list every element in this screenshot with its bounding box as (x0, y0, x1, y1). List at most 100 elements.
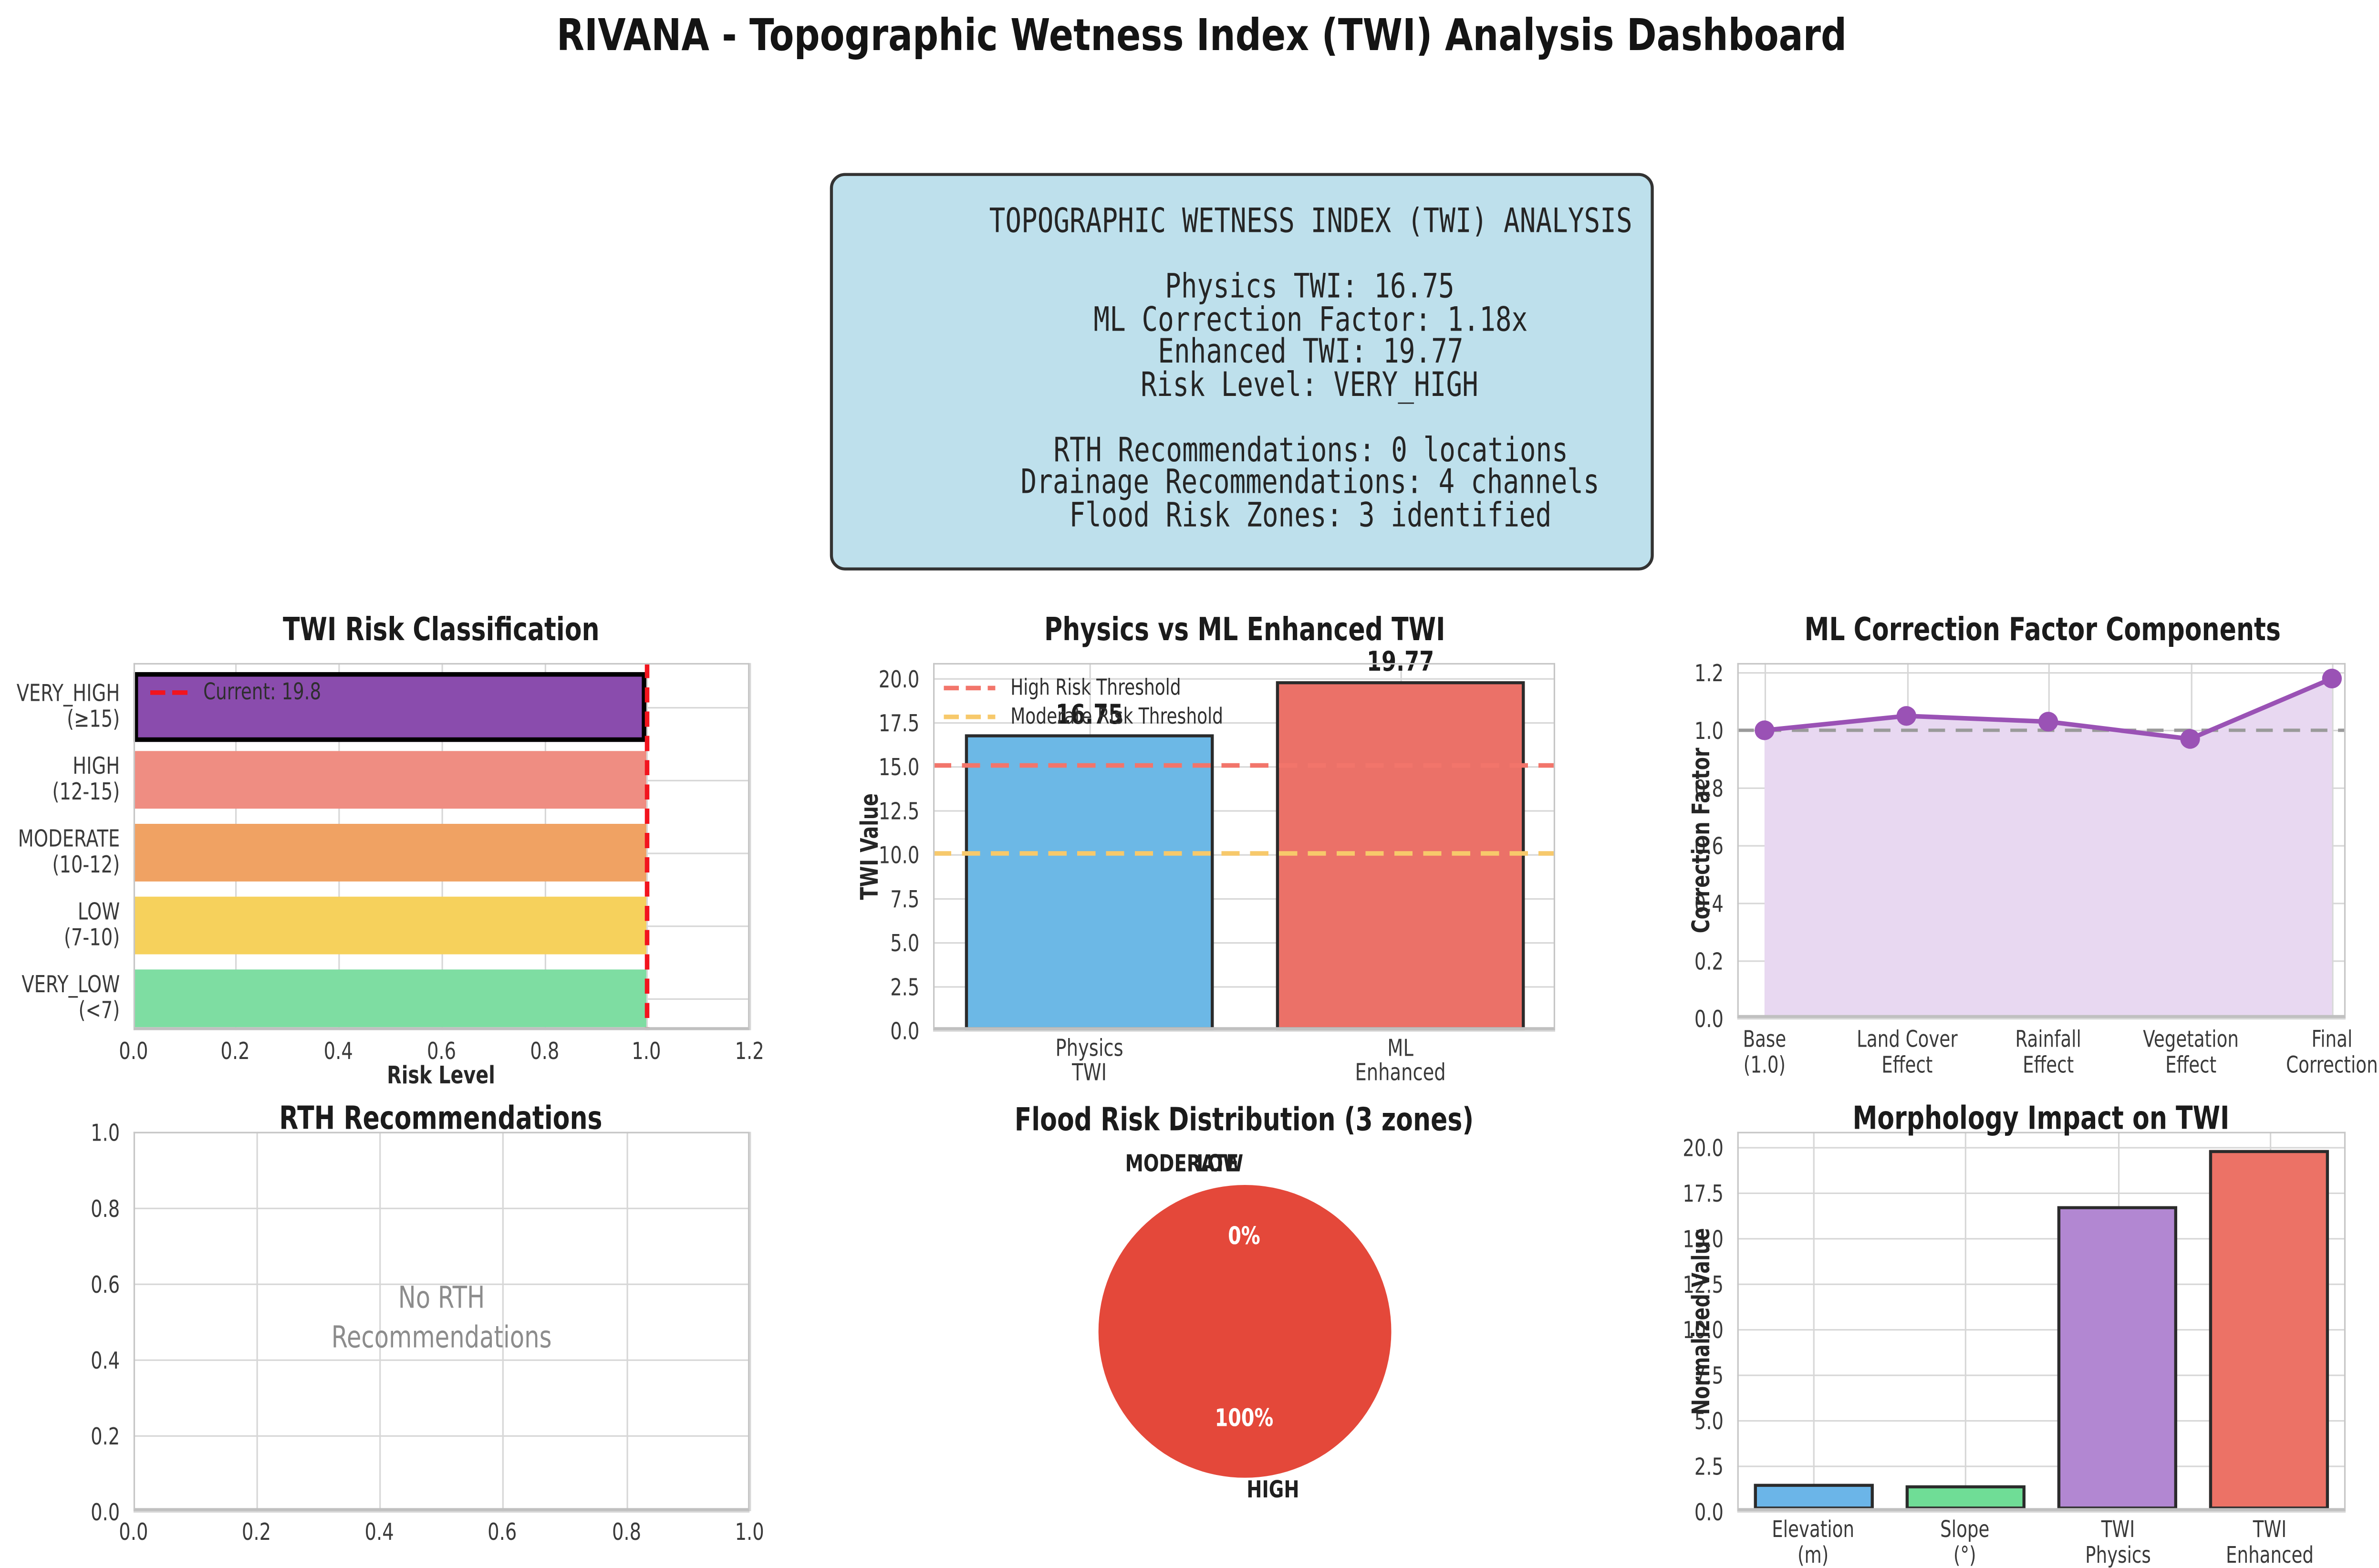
gridline (933, 942, 1556, 944)
gridline (1737, 1192, 2346, 1194)
gridline (1737, 1146, 2346, 1148)
x-tick-label: Elevation (m) (1772, 1516, 1855, 1568)
pie-pct-moderate: 0% (1228, 1221, 1260, 1250)
x-tick-label: Rainfall Effect (2015, 1026, 2081, 1078)
y-tick-label: 15.0 (878, 753, 920, 781)
y-tick-label: 5.0 (890, 930, 920, 957)
dashed-line-icon (944, 685, 996, 691)
legend-item-high-threshold: High Risk Threshold (944, 674, 1283, 702)
y-tick-label: 0.0 (90, 1498, 119, 1526)
page-title: RIVANA - Topographic Wetness Index (TWI)… (556, 9, 1847, 61)
y-tick-label: 1.2 (1694, 660, 1724, 688)
bar-moderate (133, 823, 647, 882)
gridline (749, 663, 751, 1030)
bar-slope (1905, 1485, 2026, 1511)
gridline (933, 677, 1556, 679)
gridline (933, 898, 1556, 900)
summary-line: ML Correction Factor: 1.18x (1093, 301, 1527, 339)
y-tick-label: 17.5 (1683, 1180, 1724, 1207)
gridline (626, 1132, 628, 1511)
pie-label-low: LOW (1195, 1150, 1243, 1178)
y-tick-label: 7.5 (890, 886, 920, 914)
summary-line: Flood Risk Zones: 3 identified (1069, 497, 1551, 535)
bar-twi (2209, 1150, 2330, 1511)
summary-text: TOPOGRAPHIC WETNESS INDEX (TWI) ANALYSIS… (901, 206, 1719, 535)
y-tick-label: 20.0 (878, 665, 920, 693)
y-tick-label: 0.0 (890, 1018, 920, 1046)
x-tick-label: TWI Enhanced (2225, 1516, 2314, 1568)
gridline (933, 722, 1556, 724)
threshold-line (933, 763, 1556, 768)
bar-very_low (133, 969, 647, 1028)
x-tick-label: 0.2 (241, 1518, 271, 1546)
chart-title-risk-classification: TWI Risk Classification (282, 611, 600, 648)
gridline (1965, 1132, 1967, 1511)
plot-frame (933, 664, 1556, 1030)
pie-slice-high (1098, 1184, 1391, 1478)
gridline (256, 1132, 258, 1511)
summary-line: Enhanced TWI: 19.77 (1157, 333, 1463, 372)
gridline (933, 1030, 1556, 1032)
x-tick-label: Slope (°) (1941, 1516, 1990, 1568)
x-tick-label: ML Enhanced (1354, 1035, 1445, 1087)
y-tick-label: 0.6 (90, 1271, 119, 1298)
pie-pct-low: 0% (1228, 1221, 1260, 1250)
y-tick-label: 0.2 (90, 1423, 119, 1450)
y-tick-label: 12.5 (1683, 1270, 1724, 1298)
gridline (1737, 1510, 2346, 1512)
gridline (379, 1132, 381, 1511)
chart-title-ml-components: ML Correction Factor Components (1804, 611, 2281, 648)
summary-line: RTH Recommendations: 0 locations (1053, 431, 1568, 470)
pie-label-high: HIGH (1247, 1476, 1299, 1504)
summary-line: Drainage Recommendations: 4 channels (1020, 464, 1600, 502)
y-tick-label: 2.5 (890, 974, 920, 1001)
gridline (502, 1132, 505, 1511)
bar-low (133, 896, 647, 955)
y-tick-label: 0.2 (1694, 948, 1724, 976)
y-tick-label: 10.0 (1683, 1316, 1724, 1344)
y-tick-label: 7.5 (1694, 1361, 1724, 1389)
x-tick-label: Vegetation Effect (2142, 1026, 2238, 1078)
x-tick-label: 0.0 (118, 1518, 147, 1546)
y-tick-label: 5.0 (1694, 1407, 1724, 1435)
summary-line: Physics TWI: 16.75 (1165, 268, 1455, 307)
gridline (933, 810, 1556, 811)
category-label: MODERATE (10-12) (17, 824, 119, 879)
y-tick-label: 1.0 (90, 1120, 119, 1147)
category-label: VERY_HIGH (≥15) (16, 679, 119, 733)
gridline (1737, 1237, 2346, 1239)
ml-correction-line-plot (1737, 668, 2346, 1018)
y-tick-label: 1.0 (1694, 717, 1724, 746)
x-axis-label-risk-level: Risk Level (387, 1060, 496, 1090)
y-tick-label: 20.0 (1683, 1134, 1724, 1162)
x-tick-label: Final Correction (2286, 1026, 2378, 1078)
y-tick-label: 0.0 (1694, 1005, 1724, 1033)
gridline (1737, 1283, 2346, 1285)
category-label: HIGH (12-15) (51, 751, 119, 806)
x-tick-label: Physics TWI (1054, 1035, 1123, 1087)
chart-title-flood-risk: Flood Risk Distribution (3 zones) (1014, 1101, 1474, 1138)
value-label: 16.75 (1055, 700, 1122, 732)
bar-elevation (1753, 1483, 1873, 1511)
bar-physics (964, 735, 1213, 1030)
dashed-line-icon (150, 689, 188, 695)
y-tick-label: 2.5 (1694, 1453, 1724, 1480)
y-tick-label: 0.4 (1694, 890, 1724, 918)
x-tick-label: 1.2 (735, 1038, 764, 1065)
gridline (133, 1359, 750, 1360)
legend-current: Current: 19.8 (150, 678, 354, 706)
gridline (133, 1207, 750, 1209)
plot-frame (133, 1132, 750, 1511)
x-tick-label: TWI Physics (2084, 1516, 2150, 1568)
value-label: 19.77 (1366, 647, 1434, 679)
x-tick-label: 0.8 (529, 1038, 559, 1065)
x-tick-label: 1.0 (632, 1038, 662, 1065)
x-tick-label: Base (1.0) (1743, 1026, 1787, 1078)
y-tick-label: 12.5 (878, 798, 920, 825)
x-tick-label: 0.4 (364, 1518, 395, 1546)
gridline (133, 1283, 750, 1285)
chart-title-morphology: Morphology Impact on TWI (1853, 1100, 2230, 1137)
y-tick-label: 0.8 (90, 1195, 119, 1223)
